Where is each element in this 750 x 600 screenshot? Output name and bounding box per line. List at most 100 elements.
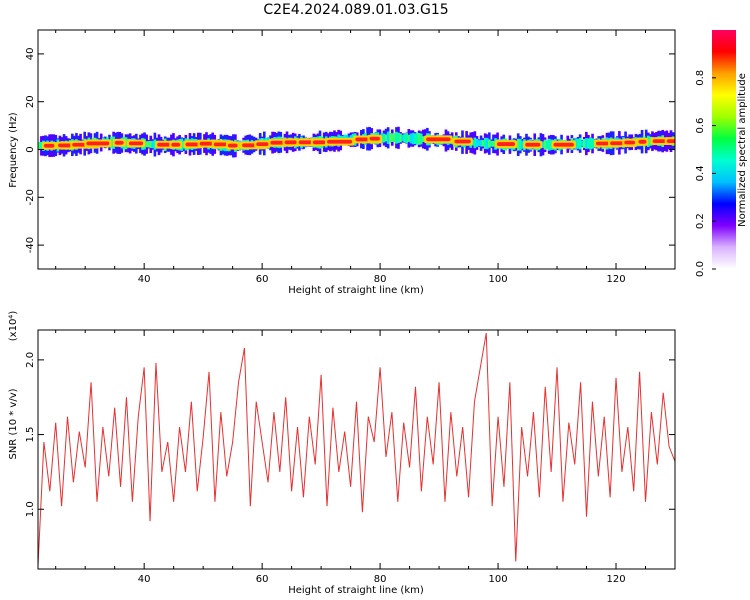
band-core-cell — [516, 138, 520, 151]
band-core-cell — [578, 137, 582, 150]
y-tick-label: 40 — [25, 48, 36, 61]
band-core-cell — [38, 142, 41, 150]
band-core-cell — [407, 134, 411, 142]
band-core-cell — [591, 138, 594, 149]
spectrogram-core — [38, 131, 675, 152]
band-core-cell — [483, 137, 487, 149]
band-core-cell — [391, 133, 394, 142]
snr-panel: 40 60 80 100 120 1.0 1.5 2.0 Height of straigh… — [8, 311, 676, 596]
band-core-cell — [587, 138, 590, 149]
band-hot-segment — [43, 143, 55, 148]
band-core-cell — [419, 133, 423, 145]
band-core-cell — [403, 134, 406, 143]
x-tick-label: 120 — [606, 274, 625, 285]
band-core-cell — [384, 134, 388, 142]
band-core-cell — [549, 139, 553, 150]
band-core-cell — [545, 140, 549, 150]
colorbar-tick-label: 0.2 — [695, 213, 706, 229]
colorbar-label: Normalized spectral amplitude — [737, 73, 748, 227]
band-core-cell — [541, 141, 545, 148]
band-core-cell — [399, 133, 402, 143]
band-core-cell — [411, 132, 415, 145]
band-hot-segment — [86, 141, 110, 146]
band-hot-segment — [525, 142, 541, 147]
snr-plot-area — [38, 330, 675, 569]
band-core-cell — [413, 133, 417, 144]
band-core-cell — [145, 141, 148, 148]
band-core-cell — [40, 141, 43, 150]
band-core-cell — [521, 140, 524, 149]
band-core-cell — [149, 140, 153, 148]
band-core-cell — [147, 141, 151, 148]
band-core-cell — [417, 133, 421, 145]
band-hot-segment — [256, 142, 269, 147]
band-core-cell — [110, 136, 113, 149]
band-hot-segment — [454, 139, 471, 144]
band-core-cell — [393, 133, 396, 142]
band-core-cell — [475, 138, 479, 148]
band-core-cell — [153, 139, 157, 150]
band-core-cell — [477, 140, 481, 146]
band-core-cell — [485, 137, 489, 150]
band-hot-segment — [185, 142, 200, 147]
band-hot-segment — [496, 142, 516, 146]
band-hot-segment — [171, 142, 181, 147]
y-tick-label: 1.0 — [25, 501, 36, 517]
band-core-cell — [388, 133, 392, 143]
y-tick-label: 1.5 — [25, 427, 36, 443]
spectrogram-y-axis-label: Frequency (Hz) — [8, 112, 19, 188]
band-core-cell — [492, 140, 495, 147]
band-core-cell — [490, 140, 493, 147]
x-tick-label: 60 — [256, 574, 269, 585]
band-core-cell — [415, 132, 419, 145]
snr-x-ticks: 40 60 80 100 120 — [55, 330, 676, 585]
band-core-cell — [481, 140, 485, 147]
colorbar-gradient — [712, 30, 736, 269]
band-core-cell — [479, 139, 483, 147]
band-core-cell — [151, 140, 155, 149]
band-core-cell — [409, 133, 413, 144]
y-tick-label: 20 — [25, 95, 36, 108]
band-core-cell — [582, 139, 586, 149]
colorbar-tick-label: 0.8 — [695, 70, 706, 86]
band-core-cell — [585, 138, 588, 149]
band-core-cell — [574, 138, 578, 150]
y-tick-label: -40 — [25, 237, 36, 253]
band-hot-segment — [369, 136, 380, 141]
colorbar: 0.0 0.2 0.4 0.6 0.8 Normalized spectral ampl… — [695, 30, 748, 277]
snr-frame — [37, 329, 676, 570]
snr-y-ticks: 1.0 1.5 2.0 — [25, 352, 675, 517]
x-tick-label: 100 — [489, 574, 508, 585]
band-hot-segment — [553, 142, 574, 147]
band-hot-segment — [666, 139, 675, 144]
band-core-cell — [580, 140, 584, 147]
band-hot-segment — [426, 137, 451, 142]
band-hot-segment — [58, 143, 74, 148]
x-tick-label: 40 — [138, 574, 151, 585]
band-core-cell — [382, 133, 386, 143]
band-hot-segment — [114, 140, 124, 145]
band-hot-segment — [327, 139, 353, 144]
band-core-cell — [488, 139, 491, 148]
figure-title: C2E4.2024.089.01.03.G15 — [263, 2, 448, 18]
colorbar-tick-label: 0.6 — [695, 118, 706, 134]
snr-y-multiplier: (x10⁴) — [8, 311, 19, 342]
band-core-cell — [543, 139, 547, 150]
x-tick-label: 120 — [606, 574, 625, 585]
band-core-cell — [518, 138, 522, 151]
snr-x-axis-label: Height of straight line (km) — [288, 585, 424, 596]
x-tick-label: 80 — [374, 274, 387, 285]
y-tick-label: 0 — [25, 146, 36, 152]
band-core-cell — [649, 136, 652, 146]
band-hot-segment — [128, 141, 144, 146]
colorbar-ticks: 0.0 0.2 0.4 0.6 0.8 — [695, 70, 716, 277]
x-tick-label: 100 — [489, 274, 508, 285]
y-tick-label: -20 — [25, 189, 36, 205]
band-core-cell — [386, 131, 390, 145]
band-core-cell — [547, 138, 551, 151]
x-tick-label: 60 — [256, 274, 269, 285]
y-tick-label: 2.0 — [25, 352, 36, 368]
band-core-cell — [401, 134, 404, 142]
